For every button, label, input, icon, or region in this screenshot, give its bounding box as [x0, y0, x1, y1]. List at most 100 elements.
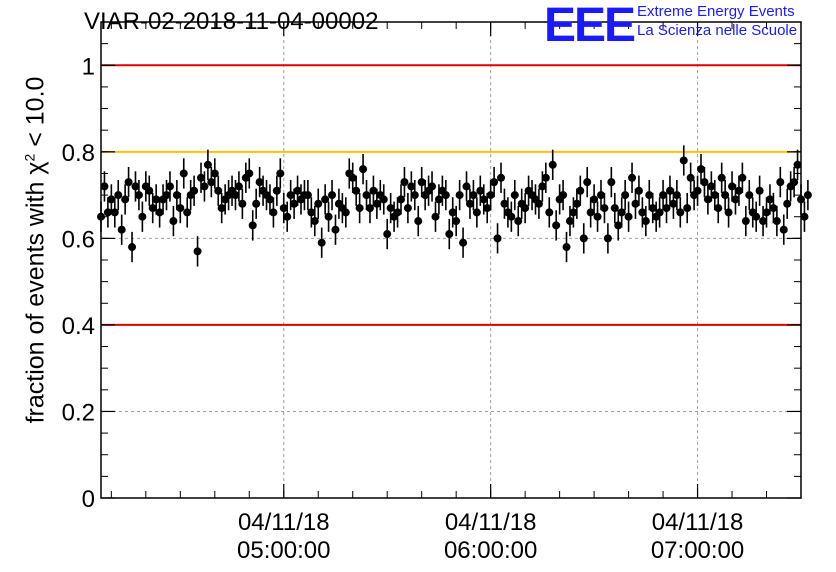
data-point	[541, 173, 550, 182]
data-point	[586, 208, 595, 217]
data-point	[569, 208, 578, 217]
data-point	[676, 208, 685, 217]
data-point	[590, 195, 599, 204]
data-point	[507, 212, 516, 221]
data-point	[493, 234, 502, 243]
data-point	[759, 217, 768, 226]
data-point	[614, 221, 623, 230]
data-point	[703, 195, 712, 204]
data-point	[407, 182, 416, 191]
data-point	[303, 191, 312, 200]
data-point	[393, 208, 402, 217]
data-point	[662, 204, 671, 213]
data-point	[607, 178, 616, 187]
data-point	[510, 191, 519, 200]
data-point	[117, 225, 126, 234]
data-point	[293, 186, 302, 195]
data-point	[100, 182, 109, 191]
data-point	[603, 234, 612, 243]
data-point	[210, 169, 219, 178]
data-point	[107, 195, 116, 204]
data-point	[638, 208, 647, 217]
data-point	[441, 191, 450, 200]
data-point	[176, 204, 185, 213]
data-point	[314, 199, 323, 208]
data-point	[231, 191, 240, 200]
data-point	[552, 221, 561, 230]
data-point	[410, 191, 419, 200]
y-tick-labels: 0 0.2 0.4 0.6 0.8 1	[62, 53, 95, 513]
data-point	[341, 208, 350, 217]
data-point	[497, 173, 505, 182]
data-point	[114, 191, 123, 200]
data-point	[317, 238, 326, 247]
data-point	[455, 191, 464, 200]
data-point	[428, 182, 437, 191]
data-point	[648, 204, 657, 213]
data-point	[683, 204, 692, 213]
data-point	[783, 199, 792, 208]
data-point	[290, 199, 299, 208]
data-point	[465, 199, 474, 208]
data-point	[445, 230, 454, 239]
logo-line-1: Extreme Energy Events	[637, 3, 795, 20]
y-axis-label: fraction of events with χ2 < 10.0	[21, 77, 50, 424]
x-tick-label-date: 04/11/18	[238, 509, 330, 536]
grid-lines	[101, 22, 801, 498]
data-point	[562, 243, 571, 252]
data-point	[490, 178, 499, 187]
data-point	[548, 160, 557, 169]
data-point	[172, 191, 181, 200]
data-point	[790, 178, 799, 187]
data-point	[397, 195, 405, 204]
data-point	[724, 208, 733, 217]
data-point	[434, 195, 443, 204]
data-point	[752, 212, 761, 221]
y-tick-label: 0.6	[62, 226, 95, 253]
data-point	[197, 173, 205, 182]
y-tick-label: 0.4	[62, 313, 95, 340]
data-point	[128, 243, 137, 252]
y-axis-label-exponent: 2	[21, 153, 38, 162]
data-point	[617, 208, 626, 217]
data-point	[369, 186, 378, 195]
data-point	[169, 217, 178, 226]
data-point	[255, 178, 264, 187]
data-point	[355, 204, 364, 213]
data-point	[462, 182, 471, 191]
data-point	[669, 199, 678, 208]
data-point	[679, 156, 688, 165]
data-point	[459, 238, 468, 247]
data-point	[103, 208, 112, 217]
data-point	[731, 195, 740, 204]
data-point	[448, 208, 457, 217]
data-point	[534, 199, 543, 208]
data-point	[217, 204, 226, 213]
y-axis-label-prefix: fraction of events with	[21, 181, 50, 424]
data-point	[631, 199, 640, 208]
data-point	[565, 217, 574, 226]
data-point	[307, 208, 316, 217]
data-point	[324, 212, 333, 221]
data-point	[486, 191, 495, 200]
data-point	[672, 191, 681, 200]
chart-title: VIAR-02-2018-11-04-00002	[84, 8, 379, 35]
data-point	[559, 191, 568, 200]
y-tick-label: 0.2	[62, 399, 95, 426]
data-point	[452, 217, 461, 226]
data-point	[372, 199, 381, 208]
data-point	[121, 195, 130, 204]
data-point	[665, 186, 674, 195]
data-point	[479, 195, 488, 204]
data-point	[755, 186, 764, 195]
data-point	[476, 186, 485, 195]
logo-line-2: La Scienza nelle Scuole	[637, 22, 798, 39]
data-point	[803, 191, 812, 200]
data-point	[234, 182, 243, 191]
data-point	[641, 217, 650, 226]
data-point	[238, 199, 247, 208]
data-points	[97, 145, 812, 267]
data-point	[148, 204, 157, 213]
x-tick-label-time: 05:00:00	[237, 537, 330, 564]
data-point	[110, 208, 119, 217]
